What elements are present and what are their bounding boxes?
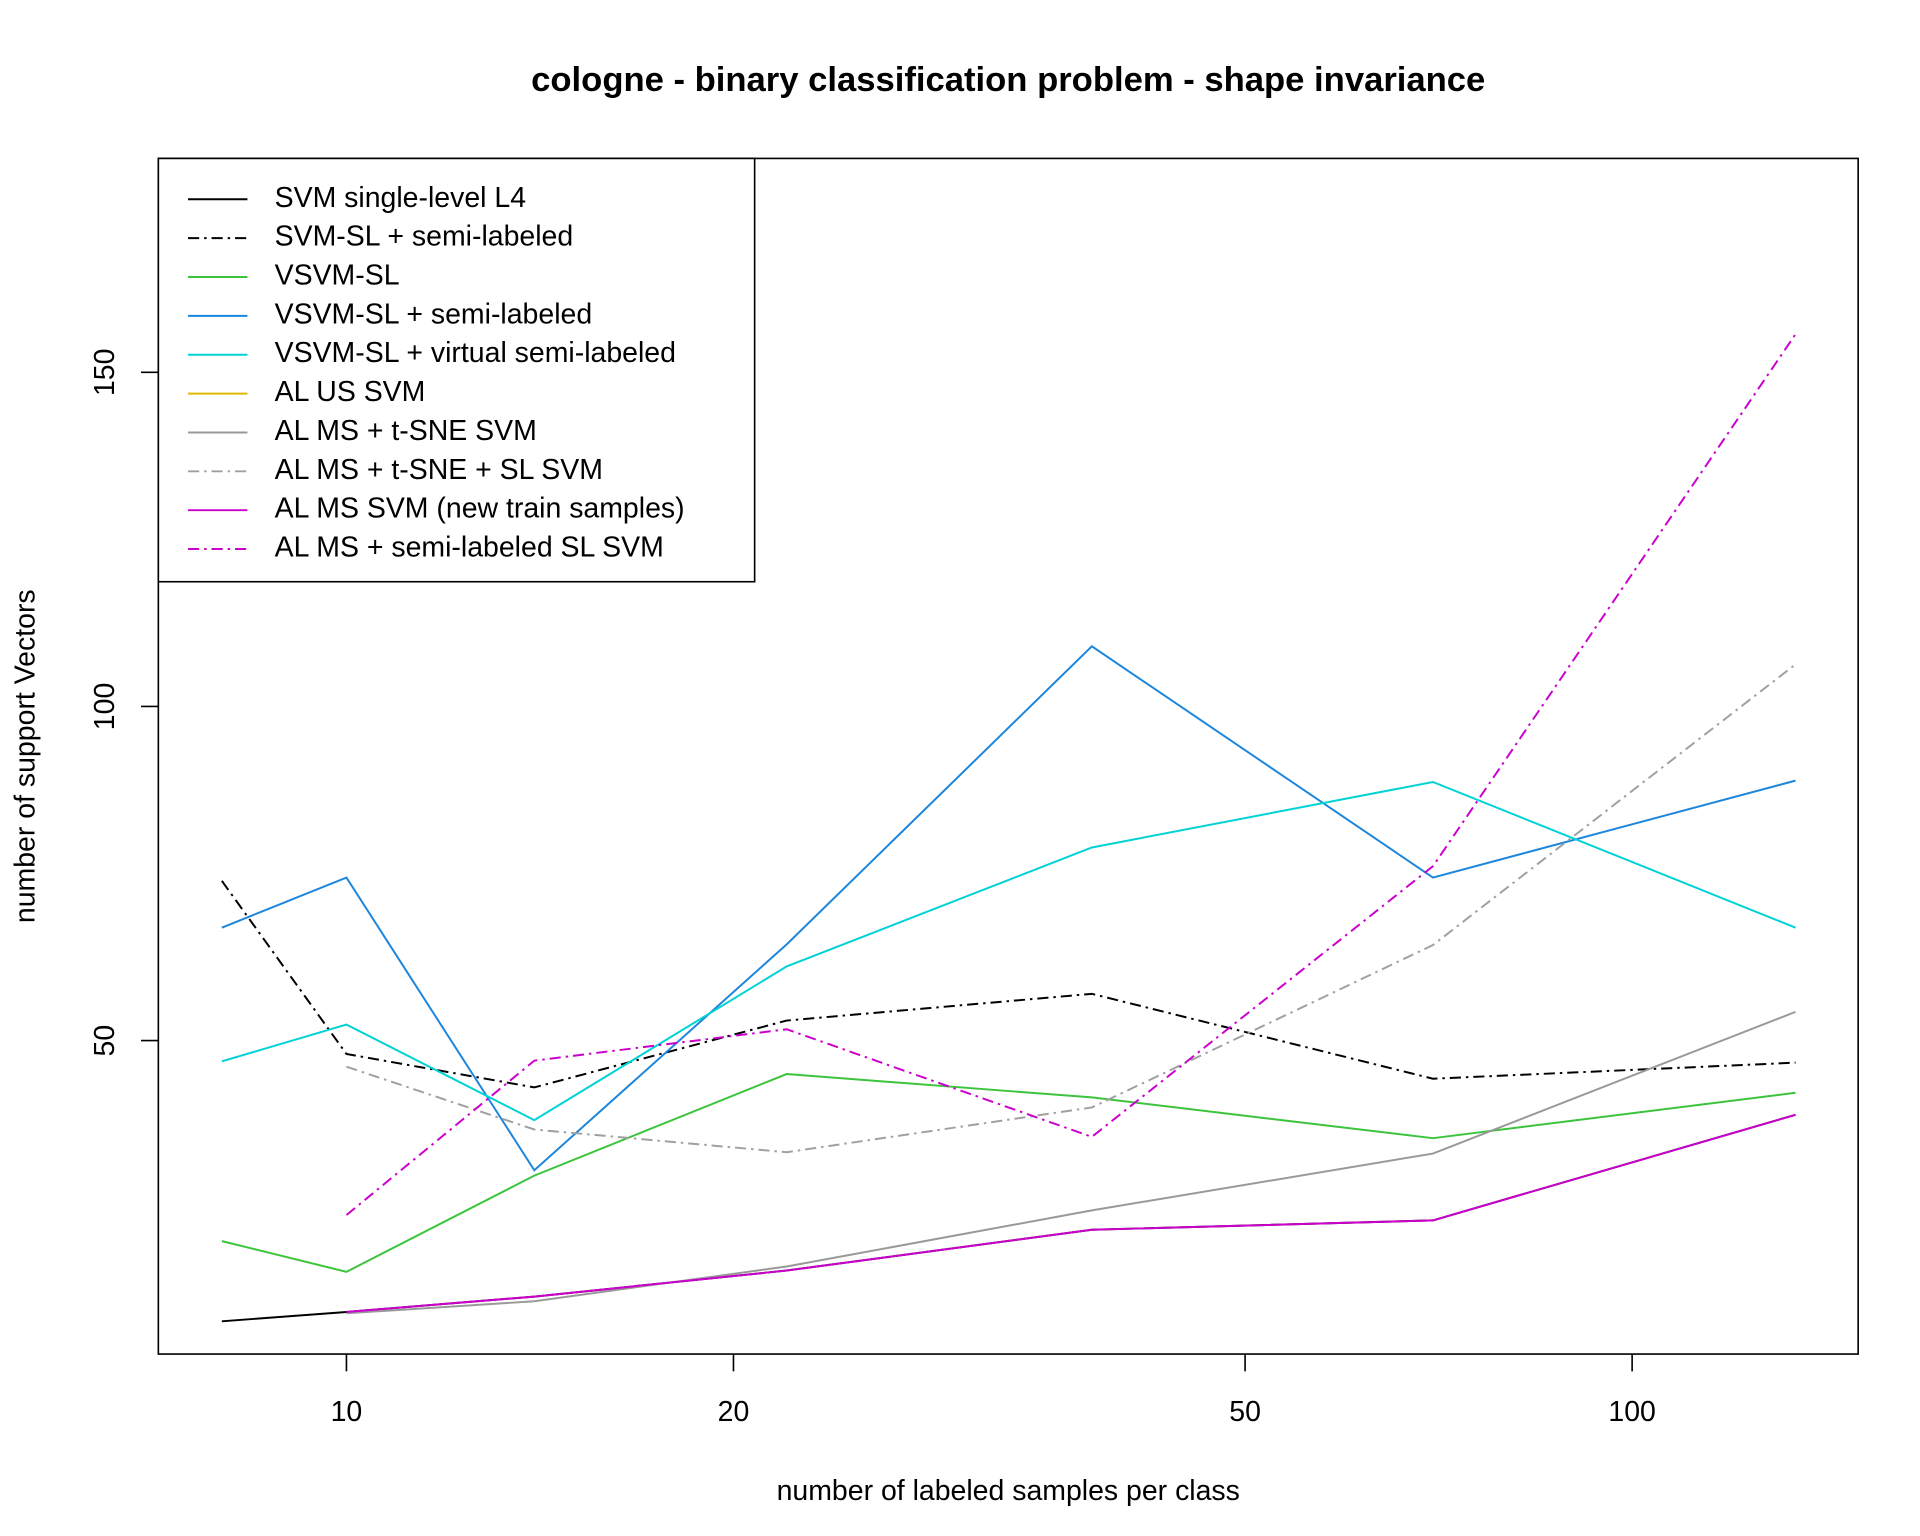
legend-label: AL MS + t-SNE + SL SVM xyxy=(275,454,603,486)
legend-label: AL MS + t-SNE SVM xyxy=(275,415,537,447)
plot-frame xyxy=(157,157,1859,1355)
series-line xyxy=(221,1073,1796,1273)
series-line xyxy=(346,1010,1796,1315)
y-tick-label: 150 xyxy=(89,349,121,396)
y-tick-label: 100 xyxy=(89,683,121,730)
series-line xyxy=(221,645,1796,1172)
legend-label: AL MS + semi-labeled SL SVM xyxy=(275,532,664,564)
legend-label: AL US SVM xyxy=(275,376,426,408)
legend-label: VSVM-SL + semi-labeled xyxy=(275,298,593,330)
legend-box xyxy=(157,157,756,583)
series-line xyxy=(346,1113,1796,1313)
x-tick-label: 20 xyxy=(718,1396,750,1428)
series-line xyxy=(346,663,1797,1154)
x-tick-label: 100 xyxy=(1608,1396,1655,1428)
x-tick-label: 10 xyxy=(331,1396,363,1428)
x-tick-label: 50 xyxy=(1229,1396,1261,1428)
legend-label: SVM-SL + semi-labeled xyxy=(275,221,574,253)
legend-label: VSVM-SL + virtual semi-labeled xyxy=(275,337,676,369)
chart-title: cologne - binary classification problem … xyxy=(531,61,1485,99)
series-line xyxy=(221,880,1796,1089)
y-tick-label: 50 xyxy=(89,1025,121,1057)
legend-label: SVM single-level L4 xyxy=(275,182,526,214)
x-axis-label: number of labeled samples per class xyxy=(777,1475,1240,1507)
legend-label: AL MS SVM (new train samples) xyxy=(275,493,685,525)
series-line xyxy=(345,333,1797,1216)
y-axis-label: number of support Vectors xyxy=(10,589,42,923)
legend-label: VSVM-SL xyxy=(275,260,400,292)
series-line xyxy=(221,780,1796,1122)
